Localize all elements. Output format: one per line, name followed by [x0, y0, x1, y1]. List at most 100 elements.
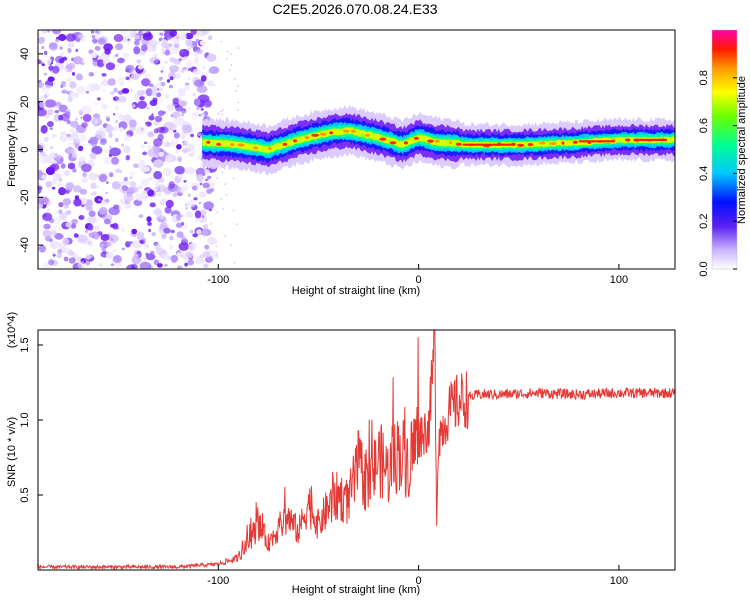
ridge-peak	[434, 139, 440, 143]
noise-speckle	[102, 251, 106, 255]
noise-speckle	[108, 206, 120, 216]
ridge-peak	[413, 136, 419, 140]
noise-speckle	[47, 121, 54, 128]
noise-speckle	[98, 206, 108, 215]
noise-speckle	[139, 96, 145, 101]
noise-speckle	[80, 116, 83, 119]
noise-speckle	[192, 93, 196, 96]
ridge-peak	[342, 129, 350, 133]
noise-speckle	[72, 168, 77, 173]
noise-speckle	[73, 92, 80, 98]
noise-speckle	[160, 99, 163, 103]
noise-speckle	[185, 207, 188, 211]
spectrogram-y-ticks: -40 -20 0 20 40	[19, 48, 43, 253]
noise-speckle	[149, 202, 156, 208]
noise-speckle	[123, 176, 128, 182]
noise-speckle	[88, 210, 96, 217]
noise-speckle	[196, 106, 200, 111]
noise-speckle	[216, 177, 219, 180]
noise-speckle	[184, 167, 195, 175]
noise-speckle	[137, 185, 143, 190]
noise-speckle	[166, 79, 171, 83]
noise-speckle	[38, 59, 42, 65]
noise-speckle	[101, 247, 106, 252]
noise-speckle	[175, 72, 181, 79]
noise-speckle	[194, 217, 200, 223]
noise-speckle	[187, 67, 192, 72]
ridge-peak	[350, 129, 357, 133]
noise-speckle	[78, 156, 86, 162]
noise-speckle	[196, 174, 204, 182]
noise-speckle	[153, 171, 163, 180]
noise-speckle	[115, 137, 119, 143]
noise-speckle	[38, 32, 41, 36]
noise-speckle	[54, 225, 59, 230]
noise-speckle	[169, 235, 174, 241]
noise-speckle	[199, 40, 206, 46]
noise-speckle	[208, 208, 213, 212]
noise-speckle	[64, 170, 71, 177]
noise-speckle	[87, 215, 97, 224]
noise-speckle	[43, 262, 51, 269]
noise-speckle	[220, 40, 223, 43]
noise-speckle	[122, 36, 128, 43]
noise-speckle	[132, 104, 136, 108]
noise-speckle	[76, 85, 87, 94]
noise-speckle	[38, 185, 43, 191]
noise-speckle	[93, 34, 101, 40]
noise-speckle	[166, 103, 175, 112]
noise-speckle	[58, 209, 63, 214]
noise-speckle	[59, 135, 69, 143]
noise-speckle	[104, 218, 111, 225]
noise-speckle	[142, 151, 148, 156]
noise-speckle	[52, 65, 60, 74]
noise-speckle	[59, 212, 67, 221]
noise-speckle	[68, 257, 76, 264]
noise-speckle	[67, 134, 73, 141]
noise-speckle	[123, 145, 131, 154]
noise-speckle	[207, 175, 212, 180]
noise-speckle	[194, 255, 205, 265]
noise-speckle	[85, 229, 89, 233]
noise-speckle	[91, 52, 97, 59]
noise-speckle	[139, 261, 152, 269]
noise-speckle	[100, 81, 105, 86]
noise-speckle	[80, 105, 92, 114]
noise-speckle	[183, 180, 187, 183]
noise-speckle	[109, 172, 114, 178]
noise-speckle	[65, 33, 76, 42]
noise-speckle	[148, 131, 155, 138]
ridge-peak	[455, 142, 462, 146]
noise-speckle	[180, 189, 185, 194]
noise-speckle	[75, 134, 87, 143]
noise-speckle	[176, 252, 181, 257]
noise-speckle	[81, 163, 92, 173]
noise-speckle	[57, 182, 62, 187]
noise-speckle	[55, 105, 60, 109]
noise-speckle	[196, 85, 208, 93]
noise-speckle	[93, 102, 98, 106]
ridge-peak	[282, 142, 288, 146]
ridge-peak	[379, 137, 387, 141]
noise-speckle	[40, 151, 47, 157]
noise-speckle	[202, 182, 210, 189]
noise-speckle	[60, 131, 67, 137]
noise-speckle	[103, 43, 113, 52]
noise-speckle	[192, 233, 198, 238]
noise-speckle	[181, 221, 185, 226]
noise-speckle	[58, 178, 63, 182]
y-tick-label: 1.5	[19, 337, 31, 352]
noise-speckle	[97, 37, 106, 45]
noise-speckle	[200, 108, 204, 111]
noise-speckle	[67, 95, 73, 103]
snr-scale-label: (x10^4)	[6, 312, 18, 348]
noise-speckle	[168, 84, 173, 89]
noise-speckle	[205, 254, 214, 262]
noise-speckle	[142, 32, 153, 41]
noise-speckle	[140, 165, 149, 172]
colorbar-tick-label: 0.0	[698, 261, 710, 276]
ridge-peak	[389, 141, 397, 145]
snr-panel: -100 0 100 0.5 1.0 1.5 Height of straight li…	[6, 312, 676, 596]
noise-speckle	[204, 178, 209, 182]
noise-speckle	[215, 253, 218, 256]
